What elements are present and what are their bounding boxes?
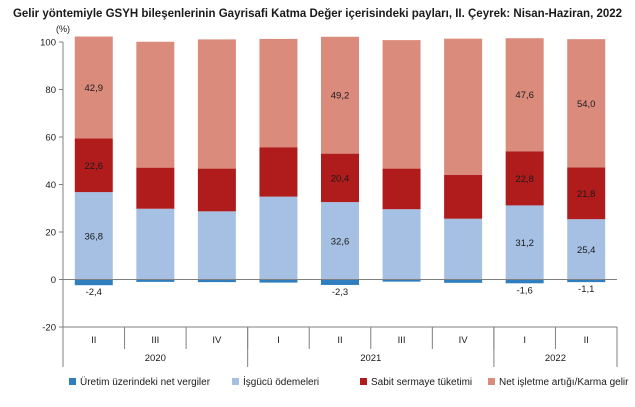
- year-label: 2022: [545, 353, 566, 364]
- bar-segment: [197, 279, 236, 283]
- y-tick-label: -20: [42, 323, 56, 334]
- data-label: -1,6: [516, 285, 532, 296]
- bar-segment: [197, 211, 236, 280]
- year-label: 2020: [145, 353, 166, 364]
- bar-segment: [444, 38, 483, 175]
- bar-segment: [74, 138, 113, 193]
- bar-segment: [321, 202, 359, 280]
- x-tick-label: I: [277, 335, 280, 346]
- legend-swatch: [69, 378, 76, 385]
- bar-segment: [444, 218, 483, 280]
- bar-segment: [259, 279, 298, 283]
- data-label: 47,6: [515, 90, 534, 101]
- bar-segment: [259, 196, 298, 280]
- y-tick-label: 40: [45, 180, 56, 191]
- bar-segment: [321, 153, 359, 203]
- x-tick-label: I: [523, 335, 526, 346]
- bar-segment: [136, 41, 175, 168]
- x-tick-label: IV: [459, 335, 469, 346]
- bar-segment: [567, 39, 606, 168]
- bar-segment: [136, 208, 175, 280]
- bar-segment: [259, 38, 298, 148]
- bar-segment: [505, 279, 544, 284]
- bar-segment: [505, 151, 544, 206]
- data-label: 20,4: [331, 173, 350, 184]
- x-tick-label: II: [584, 335, 589, 346]
- chart-title: Gelir yöntemiyle GSYH bileşenlerinin Gay…: [12, 8, 623, 20]
- legend-label: Sabit sermaye tüketimi: [371, 377, 473, 388]
- bar-segment: [321, 36, 359, 154]
- y-tick-label: 60: [45, 133, 56, 144]
- bar-segment: [136, 167, 175, 209]
- data-label: 22,6: [85, 161, 104, 172]
- bar-segment: [74, 279, 113, 286]
- x-tick-label: IV: [212, 335, 222, 346]
- data-label: 42,9: [85, 83, 104, 94]
- legend-item-net-taxes: Üretim üzerindeki net vergiler: [69, 377, 210, 388]
- bar-segment: [74, 192, 113, 280]
- bar-segment: [505, 205, 544, 280]
- bar-segment: [567, 167, 606, 220]
- data-label: 54,0: [577, 99, 596, 110]
- y-tick-label: 80: [45, 85, 56, 96]
- x-tick-label: III: [151, 335, 159, 346]
- x-tick-label: II: [337, 335, 342, 346]
- y-axis-unit-label: (%): [56, 24, 70, 34]
- legend-label: Üretim üzerindeki net vergiler: [80, 377, 211, 388]
- bar-segment: [505, 38, 544, 152]
- year-label: 2021: [360, 353, 381, 364]
- bar-segment: [382, 279, 421, 282]
- legend-item-labour: İşgücü ödemeleri: [232, 377, 319, 388]
- bar-segment: [567, 279, 606, 283]
- bar-segment: [259, 147, 298, 197]
- legend: Üretim üzerindeki net vergiler İşgücü öd…: [0, 377, 635, 393]
- data-label: 22,8: [515, 174, 534, 185]
- bar-segment: [382, 40, 421, 169]
- legend-item-capital-consumption: Sabit sermaye tüketimi: [360, 377, 472, 388]
- data-label: 25,4: [577, 245, 596, 256]
- y-tick-label: 0: [51, 275, 56, 286]
- bar-segment: [382, 168, 421, 210]
- data-label: 32,6: [331, 236, 350, 247]
- legend-swatch: [360, 378, 367, 385]
- bar-segment: [444, 174, 483, 219]
- legend-item-operating-surplus: Net işletme artığı/Karma gelir: [488, 377, 629, 388]
- bar-segment: [197, 39, 236, 169]
- y-tick-label: 20: [45, 228, 56, 239]
- x-tick-label: III: [398, 335, 406, 346]
- data-label: -2,4: [86, 287, 102, 298]
- bar-segment: [197, 168, 236, 212]
- y-tick-label: 100: [40, 38, 56, 49]
- bar-segment: [74, 36, 113, 139]
- bar-segment: [382, 209, 421, 280]
- data-label: 36,8: [85, 231, 104, 242]
- legend-label: Net işletme artığı/Karma gelir: [499, 377, 629, 388]
- data-label: -2,3: [332, 287, 348, 298]
- bar-segment: [567, 219, 606, 280]
- data-label: 49,2: [331, 91, 350, 102]
- data-label: -1,1: [578, 284, 594, 295]
- bar-segment: [321, 279, 359, 285]
- data-label: 21,8: [577, 189, 596, 200]
- data-label: 31,2: [515, 238, 534, 249]
- legend-label: İşgücü ödemeleri: [243, 377, 320, 388]
- bar-segment: [136, 279, 175, 282]
- legend-swatch: [488, 378, 495, 385]
- legend-swatch: [232, 378, 239, 385]
- x-tick-label: II: [91, 335, 96, 346]
- bar-segment: [444, 279, 483, 283]
